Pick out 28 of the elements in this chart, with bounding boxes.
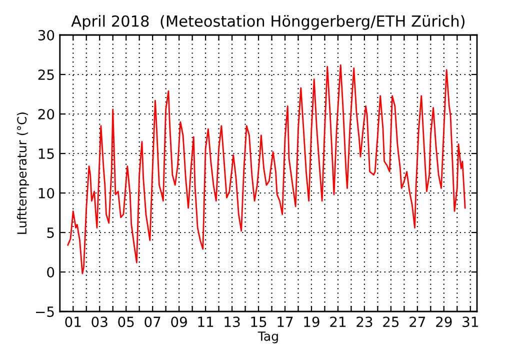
x-tick-label: 13 [224,316,240,328]
x-tick-label: 11 [198,316,214,327]
x-axis-title: Tag [258,332,278,344]
x-tick-label: 15 [251,316,266,328]
y-tick-label: 20 [38,108,54,120]
x-tick-label: 31 [462,316,478,328]
y-tick-label: 5 [47,228,54,238]
x-tick-label: 01 [65,316,81,328]
x-tick-label: 19 [304,316,320,328]
x-tick-label: 25 [383,316,399,328]
y-tick-label: 30 [38,30,54,40]
x-tick-label: 29 [436,316,452,328]
y-tick-label: 0 [47,266,54,278]
x-tick-label: 03 [92,316,108,328]
line-series [67,64,466,274]
y-tick-label: −5 [36,306,54,317]
x-tick-label: 17 [278,316,293,327]
x-tick-label: 07 [144,316,160,328]
chart-title: April 2018 (Meteostation Hönggerberg/ETH Zürich) [71,15,464,30]
x-tick-label: 27 [410,316,426,327]
x-tick-label: 23 [356,316,372,328]
y-tick-label: 10 [38,188,54,198]
x-tick-label: 05 [118,316,134,328]
y-tick-label: 25 [38,69,54,80]
y-tick-label: 15 [38,148,54,159]
x-tick-label: 21 [330,316,346,327]
x-tick-label: 09 [171,316,187,328]
y-axis-title: Lufttemperatur (°C) [16,112,29,234]
